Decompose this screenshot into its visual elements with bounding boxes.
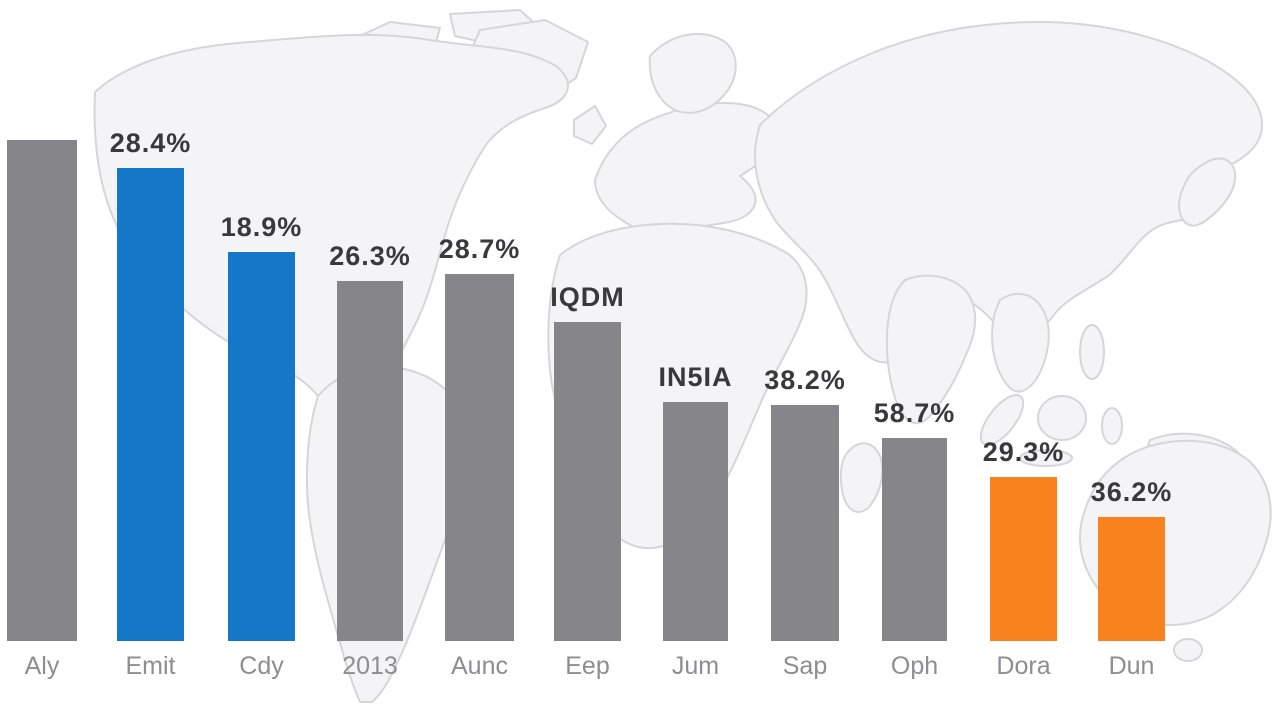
bar <box>882 438 947 641</box>
map-north-america <box>93 33 569 439</box>
map-sulawesi <box>1101 407 1123 445</box>
map-india <box>885 274 977 425</box>
bar <box>1098 517 1165 641</box>
map-philippines <box>1079 324 1105 380</box>
map-java <box>1019 449 1073 467</box>
bar <box>771 405 839 641</box>
bar-axis-label: Emit <box>125 652 176 680</box>
bar-axis-label: Jum <box>671 652 720 680</box>
bar-axis-label: Aunc <box>451 652 508 680</box>
map-japan <box>1178 157 1237 227</box>
bar-axis-label: 2013 <box>342 652 398 680</box>
bar-value-label: 28.7% <box>438 234 521 264</box>
map-borneo <box>1037 395 1087 441</box>
map-indochina <box>991 292 1050 393</box>
bar <box>554 322 621 641</box>
bar-value-label: 28.4% <box>109 128 192 158</box>
bar-value-label: 38.2% <box>764 365 846 395</box>
bar-value-label: IN5IA <box>658 362 733 392</box>
bar-axis-label: Dora <box>996 652 1051 680</box>
bar-axis-label: Dun <box>1108 652 1155 680</box>
bar-value-label: 26.3% <box>329 241 411 271</box>
bar-value-label: 29.3% <box>982 437 1065 467</box>
bar-axis-label: Eep <box>565 652 610 680</box>
bar <box>337 281 403 641</box>
map-madagascar <box>839 442 884 513</box>
bar-axis-label: Sap <box>782 652 828 680</box>
map-tasmania <box>1173 638 1203 662</box>
map-scandinavia <box>648 33 737 114</box>
bar-axis-label: Oph <box>890 652 939 680</box>
map-asia <box>754 21 1263 364</box>
bar-value-label: 36.2% <box>1090 477 1173 507</box>
bar-axis-label: Cdy <box>239 652 284 680</box>
bar <box>445 274 514 641</box>
bar-value-label: 58.7% <box>873 398 956 428</box>
bar <box>7 140 77 641</box>
bar <box>228 252 295 641</box>
bar <box>663 402 728 641</box>
map-sumatra <box>979 394 1025 446</box>
bar-value-label: IQDM <box>550 282 625 312</box>
map-british-isles <box>573 105 607 145</box>
bar-axis-label: Aly <box>24 652 60 680</box>
bar-value-label: 18.9% <box>220 212 303 242</box>
bar <box>990 477 1057 641</box>
bar <box>117 168 184 641</box>
